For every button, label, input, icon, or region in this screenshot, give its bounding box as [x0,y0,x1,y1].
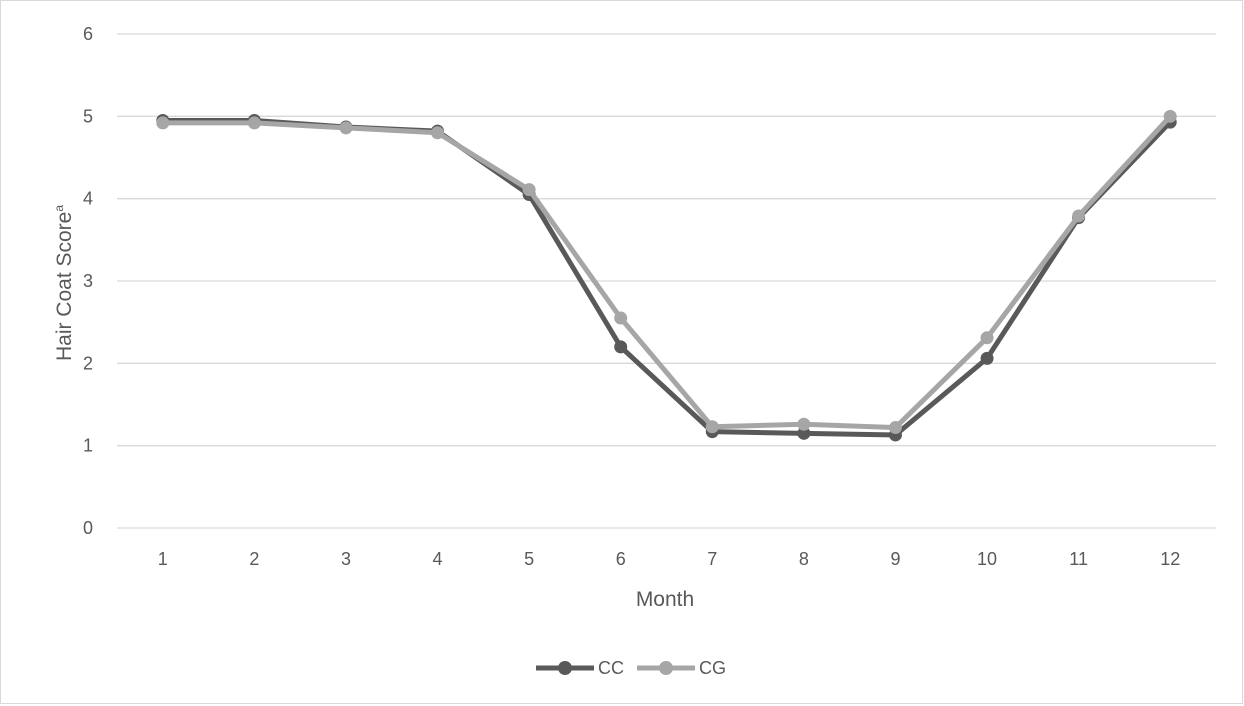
y-tick-label: 1 [83,436,93,456]
data-point-cc [614,340,628,354]
data-point-cg [1072,209,1086,223]
x-tick-label: 5 [524,549,534,569]
data-point-cg [797,417,811,431]
data-point-cg [247,116,261,130]
legend-label: CG [699,658,726,678]
data-point-cc [797,426,811,440]
legend-item-cg: CG [637,658,726,678]
legend-marker-icon [558,661,572,675]
series-line-cg [160,113,1173,431]
y-axis-title-text: Hair Coat Score [53,212,76,361]
series-cc [156,113,1177,442]
x-tick-label: 2 [249,549,259,569]
data-point-cg [522,183,536,197]
series-line-cc [160,117,1173,438]
data-point-cg [888,421,902,435]
gridlines [117,33,1216,529]
y-tick-label: 0 [83,518,93,538]
series-lines [156,109,1177,442]
legend-marker-icon [659,661,673,675]
legend-item-cc: CC [536,658,624,678]
y-axis-title-superscript: a [52,205,66,212]
data-point-cg [614,311,628,325]
x-tick-label: 7 [707,549,717,569]
data-point-cg [1163,109,1177,123]
x-tick-label: 3 [341,549,351,569]
legend-label: CC [598,658,624,678]
legend: CC CG [536,658,726,678]
y-axis-title: Hair Coat Scorea [52,205,76,361]
x-tick-label: 10 [977,549,997,569]
data-point-cc [980,351,994,365]
x-tick-label: 11 [1069,549,1088,569]
x-tick-label: 6 [616,549,626,569]
data-point-cg [339,121,353,135]
x-tick-label: 8 [799,549,809,569]
y-tick-label: 3 [83,271,93,291]
x-tick-label: 12 [1160,549,1180,569]
data-point-cg [431,126,445,140]
x-tick-label: 9 [890,549,900,569]
y-tick-label: 4 [83,189,93,209]
x-axis-title: Month [636,588,694,611]
data-point-cg [156,116,170,130]
y-tick-labels: 0 1 2 3 4 5 6 [83,24,93,538]
y-tick-label: 6 [83,24,93,44]
x-tick-label: 4 [433,549,443,569]
data-point-cg [705,420,719,434]
x-tick-label: 1 [158,549,168,569]
y-tick-label: 5 [83,106,93,126]
y-tick-label: 2 [83,353,93,373]
x-tick-labels: 1 2 3 4 5 6 7 8 9 10 11 12 [158,549,1180,569]
data-point-cg [980,331,994,345]
series-cg [156,109,1177,435]
